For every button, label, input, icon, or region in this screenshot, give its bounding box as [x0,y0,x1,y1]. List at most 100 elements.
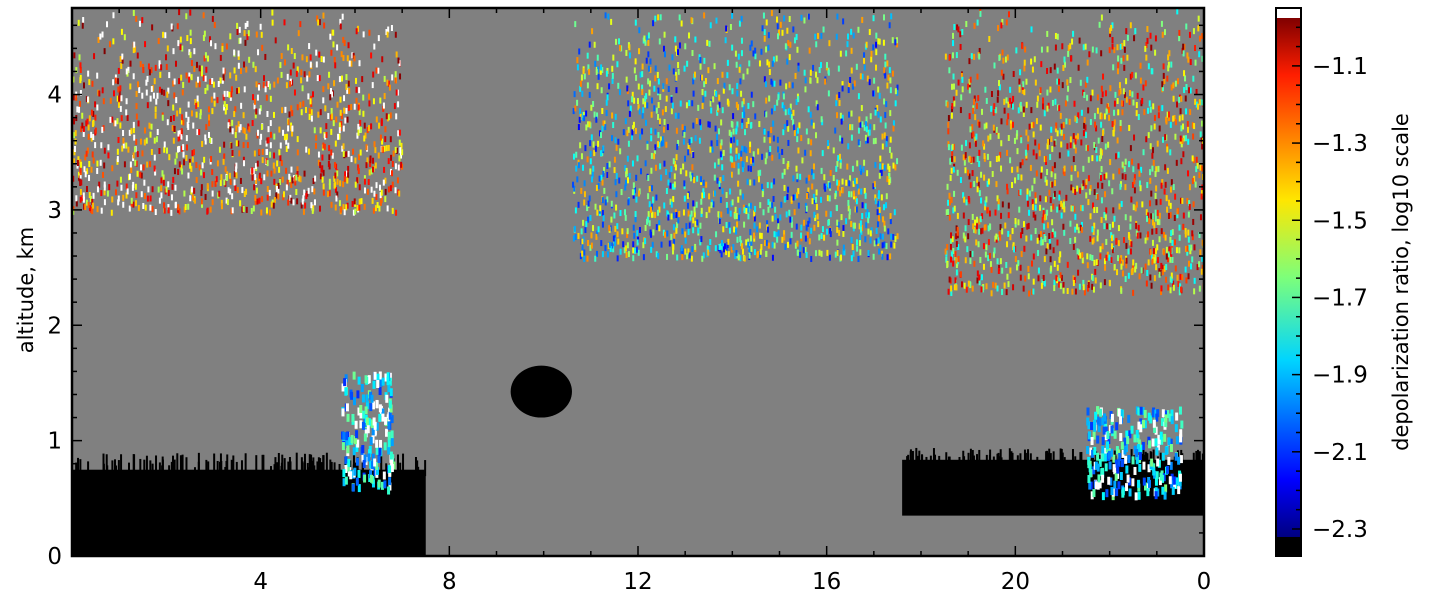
feature-signal-pixel [956,24,959,31]
feature-signal-pixel [730,246,733,253]
feature-cloud-pixel [1175,477,1179,486]
feature-signal-pixel [1186,197,1189,204]
feature-signal-pixel [132,47,135,54]
feature-signal-pixel [371,82,374,89]
feature-signal-pixel [245,133,248,140]
feature-signal-pixel [705,212,708,219]
feature-signal-pixel [743,207,746,214]
feature-signal-pixel [260,31,263,38]
feature-cloud-pixel [369,470,373,479]
feature-signal-pixel [1195,166,1198,173]
feature-signal-pixel [207,106,210,113]
feature-signal-pixel [978,149,981,156]
feature-signal-pixel [1156,209,1159,216]
feature-signal-pixel [204,87,207,94]
feature-signal-pixel [91,208,94,215]
feature-signal-pixel [1024,46,1027,53]
feature-signal-pixel [160,185,163,192]
feature-signal-pixel [1059,112,1062,119]
feature-texture [316,461,319,476]
feature-signal-pixel [1113,109,1116,116]
feature-signal-pixel [292,199,295,206]
feature-signal-pixel [82,17,85,24]
feature-signal-pixel [173,126,176,133]
feature-cloud-pixel [1104,432,1108,441]
feature-signal-pixel [812,64,815,71]
feature-signal-pixel [722,175,725,182]
feature-signal-pixel [859,121,862,128]
feature-signal-pixel [784,243,787,250]
feature-signal-pixel [1099,148,1102,155]
feature-signal-pixel [1158,268,1161,275]
feature-signal-pixel [845,218,848,225]
feature-signal-pixel [142,63,145,70]
feature-signal-pixel [869,113,872,120]
feature-signal-pixel [677,217,680,224]
feature-signal-pixel [965,199,968,206]
feature-signal-pixel [621,228,624,235]
feature-signal-pixel [1067,50,1070,57]
feature-signal-pixel [953,284,956,291]
feature-signal-pixel [839,135,842,142]
feature-signal-pixel [273,167,276,174]
feature-signal-pixel [317,19,320,26]
feature-signal-pixel [1035,118,1038,125]
feature-signal-pixel [1029,164,1032,171]
feature-signal-pixel [892,233,895,240]
feature-signal-pixel [189,29,192,36]
feature-signal-pixel [264,53,267,60]
feature-signal-pixel [1128,161,1131,168]
feature-signal-pixel [1046,89,1049,96]
feature-signal-pixel [650,211,653,218]
feature-signal-pixel [626,155,629,162]
feature-signal-pixel [1089,235,1092,242]
feature-signal-pixel [689,175,692,182]
feature-signal-pixel [736,121,739,128]
feature-signal-pixel [282,129,285,136]
feature-signal-pixel [1164,134,1167,141]
feature-cloud-pixel [1131,478,1135,487]
feature-signal-pixel [582,68,585,75]
feature-signal-pixel [280,52,283,59]
feature-signal-pixel [687,143,690,150]
feature-signal-pixel [572,235,575,242]
feature-signal-pixel [977,181,980,188]
feature-signal-pixel [594,145,597,152]
feature-signal-pixel [1020,105,1023,112]
feature-signal-pixel [177,168,180,175]
feature-signal-pixel [1165,118,1168,125]
feature-signal-pixel [720,211,723,218]
feature-signal-pixel [386,205,389,212]
feature-signal-pixel [1033,177,1036,184]
feature-signal-pixel [1091,238,1094,245]
feature-signal-pixel [804,247,807,254]
feature-signal-pixel [588,121,591,128]
feature-signal-pixel [1167,111,1170,118]
feature-signal-pixel [210,96,213,103]
feature-signal-pixel [644,101,647,108]
feature-signal-pixel [726,241,729,248]
feature-signal-pixel [343,95,346,102]
feature-signal-pixel [1041,278,1044,285]
feature-signal-pixel [1086,76,1089,83]
feature-signal-pixel [987,225,990,232]
feature-signal-pixel [734,154,737,161]
feature-signal-pixel [870,56,873,63]
feature-signal-pixel [890,241,893,248]
feature-signal-pixel [588,68,591,75]
feature-texture [308,454,311,481]
feature-signal-pixel [352,148,355,155]
feature-signal-pixel [72,94,75,101]
feature-signal-pixel [857,256,860,263]
feature-signal-pixel [979,228,982,235]
feature-signal-pixel [864,134,867,141]
feature-signal-pixel [836,112,839,119]
feature-signal-pixel [1125,28,1128,35]
feature-signal-pixel [836,226,839,233]
feature-signal-pixel [635,174,638,181]
feature-cloud-pixel [1163,491,1167,500]
y-axis-label: altitude, km [14,227,38,354]
feature-cloud-pixel [352,447,356,456]
feature-texture [158,462,161,475]
feature-boundary-layer [902,459,1204,516]
